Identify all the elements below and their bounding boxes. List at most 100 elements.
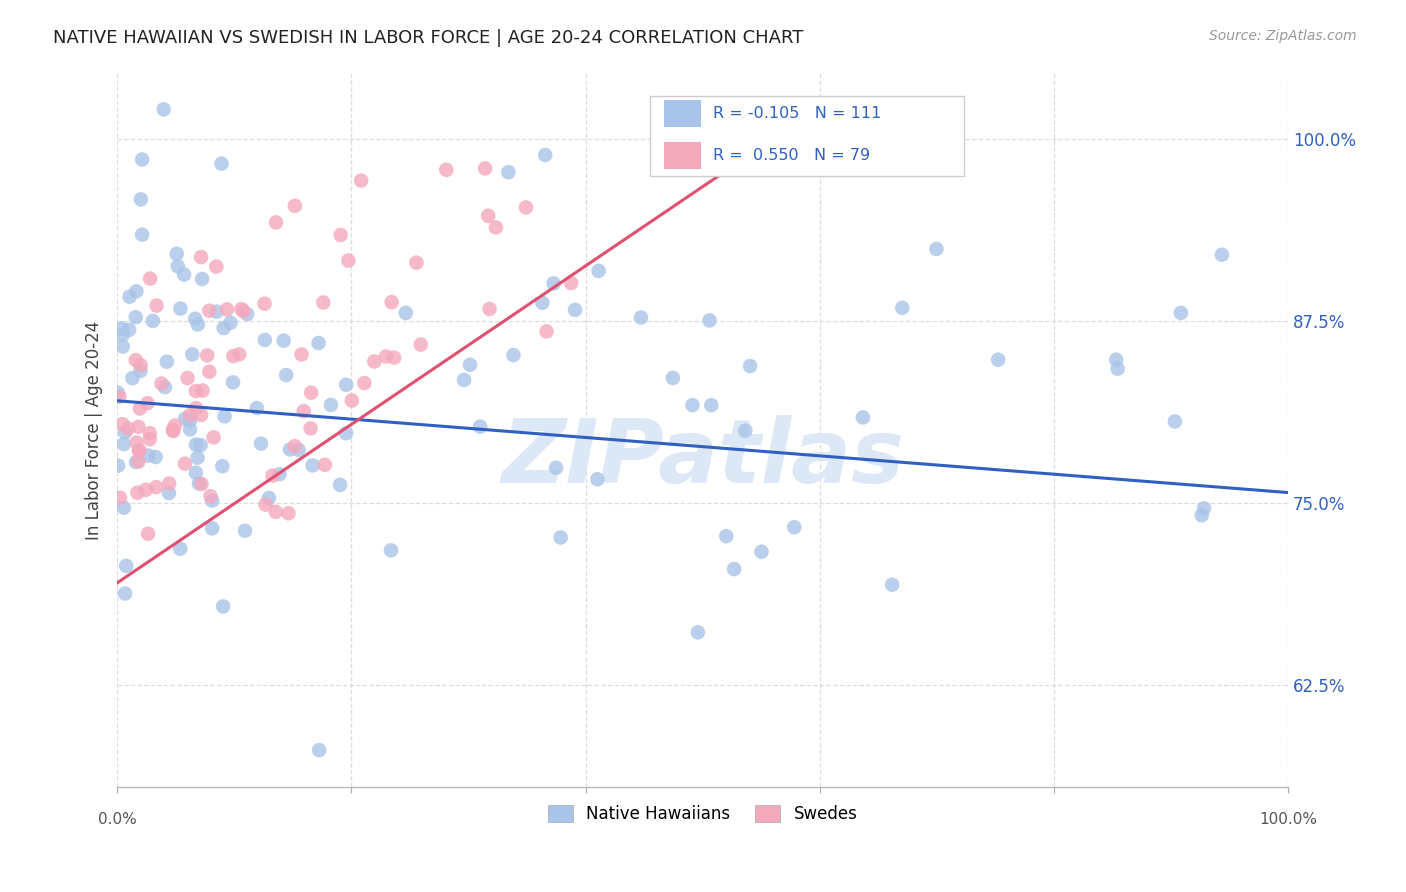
Point — [734, 424, 756, 438]
Point — [257, 491, 280, 505]
Point — [262, 468, 284, 483]
Point — [299, 385, 322, 400]
Point — [139, 271, 162, 285]
Point — [560, 276, 582, 290]
Point — [125, 455, 148, 469]
Text: Source: ZipAtlas.com: Source: ZipAtlas.com — [1209, 29, 1357, 43]
Point — [186, 401, 208, 416]
Point — [115, 558, 138, 573]
Point — [184, 466, 207, 480]
Point — [187, 450, 209, 465]
Point — [278, 442, 301, 457]
Point — [150, 376, 173, 391]
Point — [212, 599, 235, 614]
Point — [254, 498, 277, 512]
Point — [201, 521, 224, 535]
Point — [169, 301, 191, 316]
Point — [127, 420, 149, 434]
Legend: Native Hawaiians, Swedes: Native Hawaiians, Swedes — [541, 798, 865, 830]
Point — [686, 625, 709, 640]
Point — [630, 310, 652, 325]
Point — [231, 302, 253, 317]
Point — [284, 439, 307, 453]
Point — [117, 421, 139, 435]
Point — [474, 161, 496, 176]
Point — [136, 449, 159, 463]
Point — [852, 410, 875, 425]
Point — [152, 103, 174, 117]
Point — [129, 193, 152, 207]
Point — [515, 201, 537, 215]
Point — [174, 457, 197, 471]
Point — [112, 437, 135, 451]
Point — [114, 425, 136, 440]
Point — [232, 304, 254, 318]
Point — [173, 268, 195, 282]
Point — [314, 458, 336, 472]
Bar — [664, 100, 702, 128]
Point — [312, 295, 335, 310]
Point — [882, 578, 904, 592]
Point — [145, 480, 167, 494]
Point — [381, 295, 404, 310]
Point — [723, 562, 745, 576]
Point — [219, 316, 242, 330]
Point — [195, 348, 218, 362]
Point — [222, 376, 245, 390]
Point — [269, 467, 291, 482]
Point — [111, 321, 134, 335]
Point — [534, 148, 557, 162]
Point — [264, 215, 287, 229]
Text: ZIPatlas: ZIPatlas — [501, 415, 904, 502]
Point — [190, 438, 212, 452]
Point — [215, 302, 238, 317]
Point — [353, 376, 375, 390]
Point — [136, 396, 159, 410]
Point — [662, 371, 685, 385]
Point — [205, 304, 228, 318]
Point — [127, 485, 149, 500]
Point — [277, 506, 299, 520]
Point — [751, 544, 773, 558]
Point — [292, 404, 315, 418]
Point — [157, 486, 180, 500]
Point — [329, 478, 352, 492]
Point — [184, 384, 207, 398]
Bar — [664, 142, 702, 169]
Point — [588, 264, 610, 278]
Point — [129, 364, 152, 378]
Point — [1105, 352, 1128, 367]
Point — [340, 393, 363, 408]
Point — [544, 460, 567, 475]
Point — [187, 318, 209, 332]
Point — [375, 350, 398, 364]
Point — [273, 334, 295, 348]
Point — [253, 333, 276, 347]
Point — [136, 526, 159, 541]
Point — [191, 272, 214, 286]
Point — [108, 390, 131, 404]
Point — [783, 520, 806, 534]
Point — [409, 337, 432, 351]
Point — [564, 302, 586, 317]
Point — [198, 303, 221, 318]
Y-axis label: In Labor Force | Age 20-24: In Labor Force | Age 20-24 — [86, 320, 103, 540]
Point — [162, 423, 184, 437]
Point — [128, 401, 150, 416]
Point — [162, 424, 184, 438]
Point — [253, 296, 276, 310]
Point — [111, 327, 134, 342]
Point — [299, 421, 322, 435]
Point — [222, 349, 245, 363]
Point — [125, 285, 148, 299]
Point — [200, 489, 222, 503]
Point — [179, 422, 201, 436]
Point — [127, 455, 149, 469]
Point — [1191, 508, 1213, 523]
Point — [382, 351, 405, 365]
Point — [129, 358, 152, 372]
Point — [329, 227, 352, 242]
Point — [236, 307, 259, 321]
Point — [176, 371, 198, 385]
Point — [169, 541, 191, 556]
